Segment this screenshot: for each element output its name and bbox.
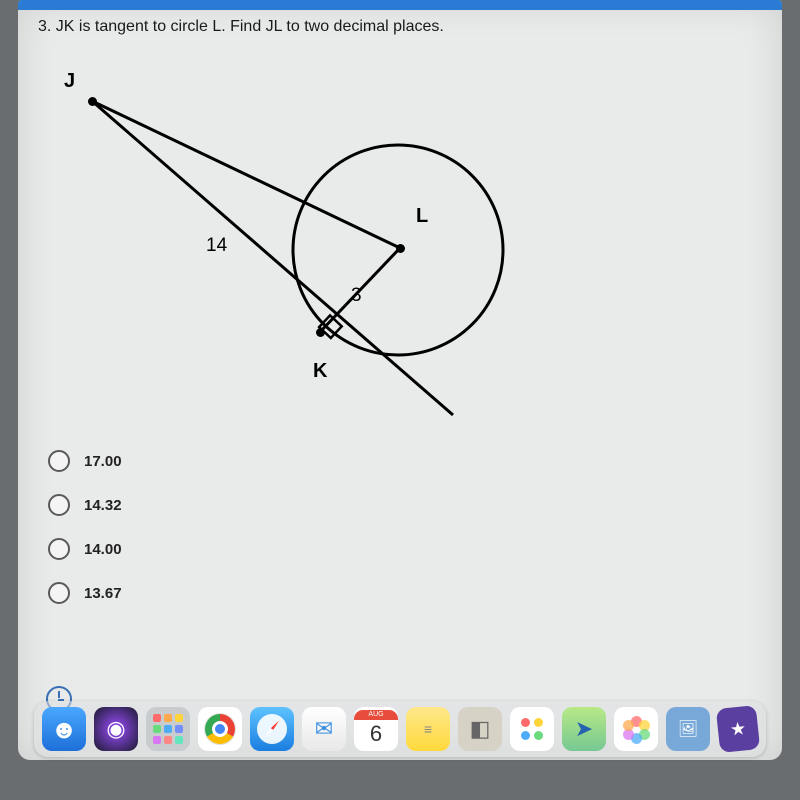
photos-icon[interactable]: [614, 707, 658, 751]
label-K: K: [313, 360, 327, 383]
macos-dock: ☻ ◉ ✉ AUG 6 ≡ ◧ ➤ 🖼 ★: [34, 701, 766, 757]
siri-icon[interactable]: ◉: [94, 707, 138, 751]
line-JK-extended: [92, 101, 453, 415]
radio-icon: [48, 582, 70, 604]
option-1-label: 17.00: [84, 453, 122, 470]
radio-icon: [48, 450, 70, 472]
option-3-label: 14.00: [84, 541, 122, 558]
point-L: [396, 244, 405, 253]
question-body: JK is tangent to circle L. Find JL to tw…: [56, 18, 444, 35]
calendar-month: AUG: [354, 710, 398, 720]
option-2-label: 14.32: [84, 497, 122, 514]
option-1[interactable]: 17.00: [48, 450, 122, 472]
question-number: 3.: [38, 18, 51, 35]
reminders-icon[interactable]: [510, 707, 554, 751]
calendar-day: 6: [354, 721, 398, 747]
line-JL: [92, 101, 400, 248]
browser-topbar: [18, 0, 782, 10]
maps-icon[interactable]: ➤: [562, 707, 606, 751]
notes-icon[interactable]: ≡: [406, 707, 450, 751]
option-3[interactable]: 14.00: [48, 538, 122, 560]
geometry-figure: J 14 L 3 K: [58, 70, 538, 420]
chrome-icon[interactable]: [198, 707, 242, 751]
answer-options: 17.00 14.32 14.00 13.67: [48, 450, 122, 626]
point-J: [88, 97, 97, 106]
figure-svg: [58, 70, 538, 420]
safari-icon[interactable]: [250, 707, 294, 751]
point-K: [316, 328, 325, 337]
radio-icon: [48, 538, 70, 560]
radio-icon: [48, 494, 70, 516]
option-4[interactable]: 13.67: [48, 582, 122, 604]
question-text: 3. JK is tangent to circle L. Find JL to…: [38, 18, 444, 36]
preview-icon[interactable]: 🖼: [666, 707, 710, 751]
contacts-icon[interactable]: ◧: [458, 707, 502, 751]
label-JK-length: 14: [206, 235, 227, 257]
option-4-label: 13.67: [84, 585, 122, 602]
calendar-icon[interactable]: AUG 6: [354, 707, 398, 751]
label-L: L: [416, 205, 428, 228]
laptop-screen: 3. JK is tangent to circle L. Find JL to…: [18, 0, 782, 760]
option-2[interactable]: 14.32: [48, 494, 122, 516]
launchpad-icon[interactable]: [146, 707, 190, 751]
label-LK-length: 3: [351, 285, 362, 307]
finder-icon[interactable]: ☻: [42, 707, 86, 751]
mail-icon[interactable]: ✉: [302, 707, 346, 751]
imovie-icon[interactable]: ★: [716, 705, 760, 753]
label-J: J: [64, 70, 75, 93]
